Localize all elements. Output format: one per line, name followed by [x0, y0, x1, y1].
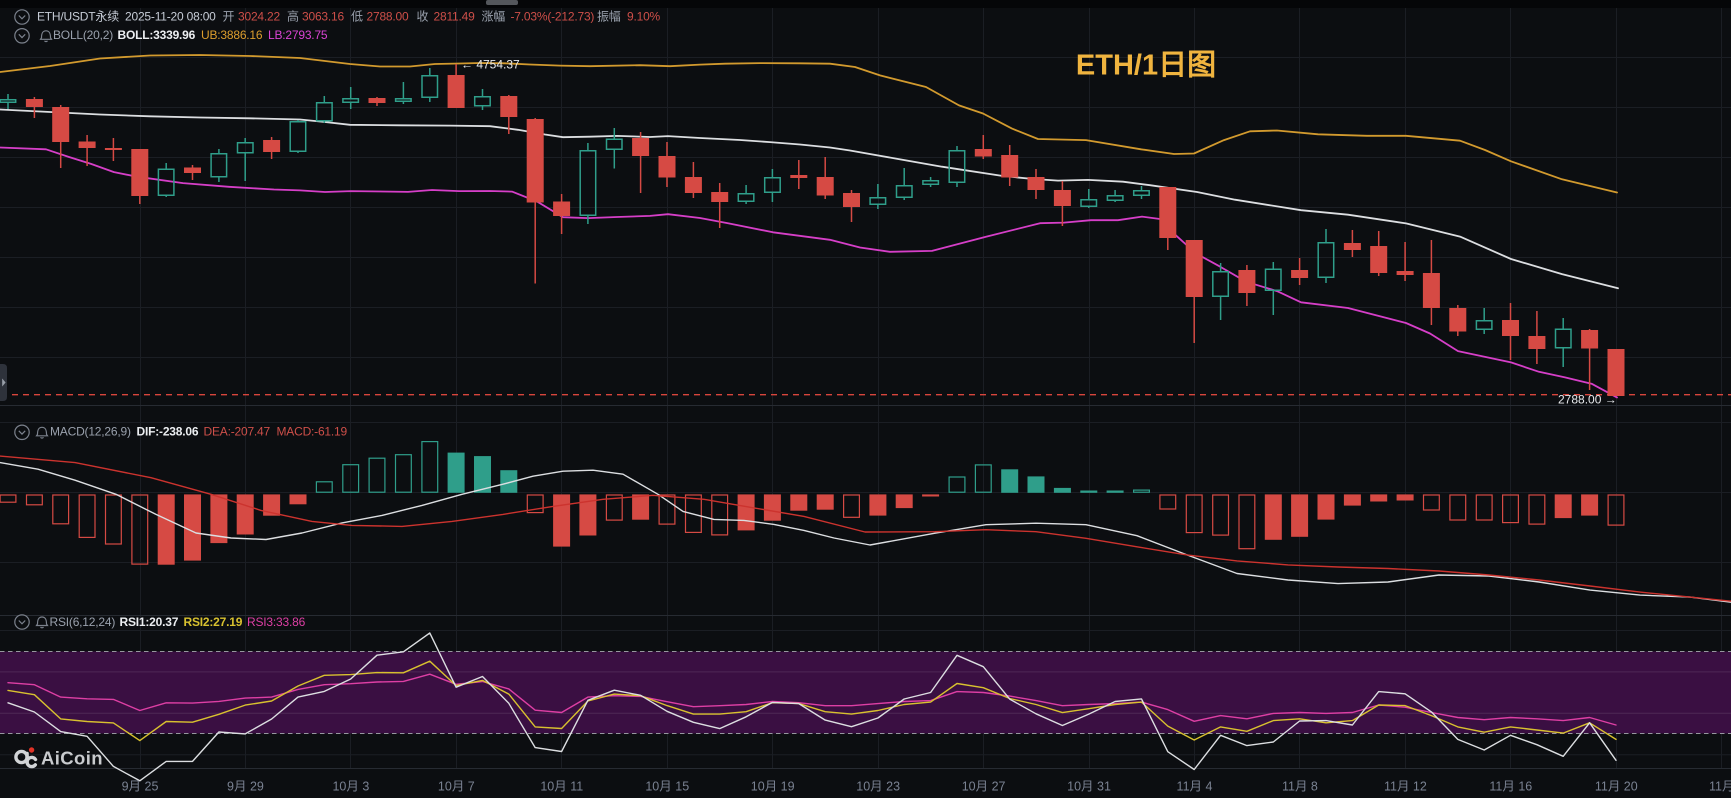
svg-text:9月 25: 9月 25: [122, 780, 159, 794]
svg-text:10月 3: 10月 3: [332, 780, 369, 794]
svg-text:10月 27: 10月 27: [962, 780, 1006, 794]
svg-text:高: 高: [287, 9, 299, 24]
svg-text:2811.49: 2811.49: [434, 10, 476, 24]
svg-text:MACD:-61.19: MACD:-61.19: [277, 425, 348, 439]
svg-text:11月 20: 11月 20: [1595, 780, 1638, 794]
svg-text:AiCoin: AiCoin: [41, 748, 103, 769]
svg-text:← 4754.37: ← 4754.37: [461, 58, 520, 72]
svg-text:11月 16: 11月 16: [1489, 780, 1532, 794]
svg-text:3024.22: 3024.22: [238, 10, 281, 24]
svg-text:-7.03%(-212.73): -7.03%(-212.73): [511, 10, 595, 24]
svg-text:9.10%: 9.10%: [627, 10, 661, 24]
svg-text:涨幅: 涨幅: [482, 9, 506, 24]
svg-text:10月 23: 10月 23: [856, 780, 900, 794]
svg-text:RSI1:20.37: RSI1:20.37: [120, 615, 179, 629]
svg-text:ETH/1日图: ETH/1日图: [1076, 50, 1216, 82]
svg-text:10月 19: 10月 19: [751, 780, 795, 794]
svg-text:MACD(12,26,9): MACD(12,26,9): [50, 425, 131, 439]
svg-text:RSI3:33.86: RSI3:33.86: [247, 615, 306, 629]
svg-text:11月 4: 11月 4: [1177, 780, 1213, 794]
svg-text:10月 7: 10月 7: [438, 780, 475, 794]
svg-text:振幅: 振幅: [597, 9, 621, 24]
svg-text:2788.00 →: 2788.00 →: [1558, 393, 1617, 407]
svg-text:11月 8: 11月 8: [1282, 780, 1318, 794]
svg-text:10月 15: 10月 15: [645, 780, 689, 794]
svg-text:RSI2:27.19: RSI2:27.19: [184, 615, 243, 629]
svg-text:DEA:-207.47: DEA:-207.47: [204, 425, 271, 439]
svg-text:10月 11: 10月 11: [540, 780, 583, 794]
svg-text:10月 31: 10月 31: [1067, 780, 1111, 794]
svg-text:ETH/USDT永续: ETH/USDT永续: [37, 10, 119, 24]
svg-text:UB:3886.16: UB:3886.16: [201, 28, 263, 42]
svg-text:11月: 11月: [1709, 780, 1731, 794]
svg-text:开: 开: [223, 10, 235, 24]
svg-text:BOLL:3339.96: BOLL:3339.96: [118, 28, 196, 42]
svg-text:DIF:-238.06: DIF:-238.06: [137, 425, 199, 439]
svg-text:LB:2793.75: LB:2793.75: [268, 28, 328, 42]
svg-text:11月 12: 11月 12: [1384, 780, 1427, 794]
svg-text:3063.16: 3063.16: [302, 10, 345, 24]
svg-text:9月 29: 9月 29: [227, 780, 264, 794]
svg-text:RSI(6,12,24): RSI(6,12,24): [50, 615, 116, 629]
svg-text:2025-11-20 08:00: 2025-11-20 08:00: [125, 10, 216, 24]
svg-text:BOLL(20,2): BOLL(20,2): [53, 28, 113, 42]
svg-text:收: 收: [417, 10, 429, 24]
svg-text:2788.00: 2788.00: [367, 10, 410, 24]
svg-text:低: 低: [351, 10, 363, 24]
